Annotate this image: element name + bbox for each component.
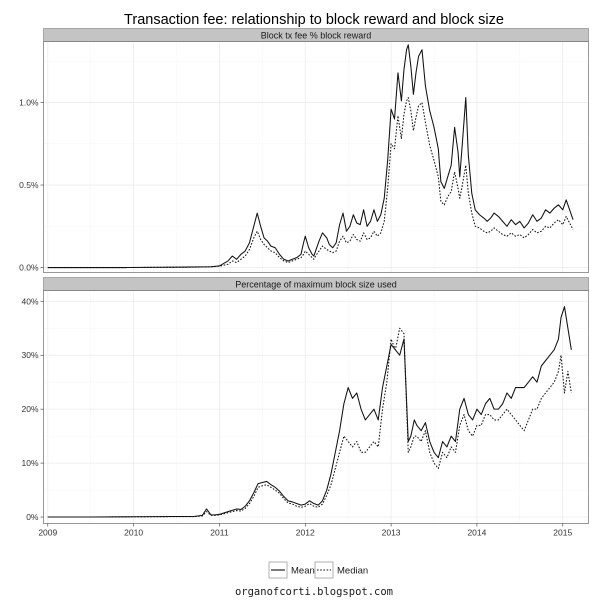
- series-line-median: [47, 327, 572, 518]
- panel-block-size-title: Percentage of maximum block size used: [235, 279, 397, 289]
- series-line-mean: [47, 306, 572, 518]
- x-tick-label: 2010: [124, 528, 143, 538]
- panel-fee-percent-series: [47, 44, 574, 269]
- y-tick-label: 20%: [21, 404, 38, 414]
- chart-title: Transaction fee: relationship to block r…: [124, 12, 504, 28]
- x-tick-label: 2015: [553, 528, 572, 538]
- x-tick-label: 2012: [296, 528, 315, 538]
- panel-block-size-x-axis: 2009 2010 2011 2012 2013 2014 2015: [38, 523, 572, 538]
- panel-block-size-series: [47, 306, 572, 518]
- panel-block-size: Percentage of maximum block size used 0%…: [21, 277, 589, 538]
- footer-credit: organofcorti.blogspot.com: [235, 586, 393, 598]
- y-tick-label: 40%: [21, 296, 38, 306]
- y-tick-label: 10%: [21, 458, 38, 468]
- y-tick-label: 1.0%: [19, 98, 39, 108]
- y-tick-label: 0.0%: [19, 263, 39, 273]
- legend: Mean Median: [268, 561, 368, 579]
- y-tick-label: 30%: [21, 350, 38, 360]
- panel-fee-percent-y-axis: 0.0% 0.5% 1.0%: [19, 98, 44, 273]
- panel-fee-percent: Block tx fee % block reward 0.0% 0.5% 1.0%: [19, 28, 589, 273]
- y-tick-label: 0%: [26, 512, 39, 522]
- series-line-median: [47, 97, 574, 269]
- panel-block-size-frame: [43, 290, 589, 524]
- legend-mean-label: Mean: [291, 566, 315, 577]
- panel-fee-percent-title: Block tx fee % block reward: [261, 30, 372, 40]
- legend-median-label: Median: [337, 566, 368, 577]
- x-tick-label: 2011: [210, 528, 229, 538]
- x-tick-label: 2014: [467, 528, 486, 538]
- y-tick-label: 0.5%: [19, 180, 39, 190]
- panel-fee-percent-frame: [43, 41, 589, 273]
- panel-block-size-y-axis: 0% 10% 20% 30% 40%: [21, 296, 44, 522]
- x-tick-label: 2013: [382, 528, 401, 538]
- series-line-mean: [47, 44, 574, 269]
- x-tick-label: 2009: [38, 528, 57, 538]
